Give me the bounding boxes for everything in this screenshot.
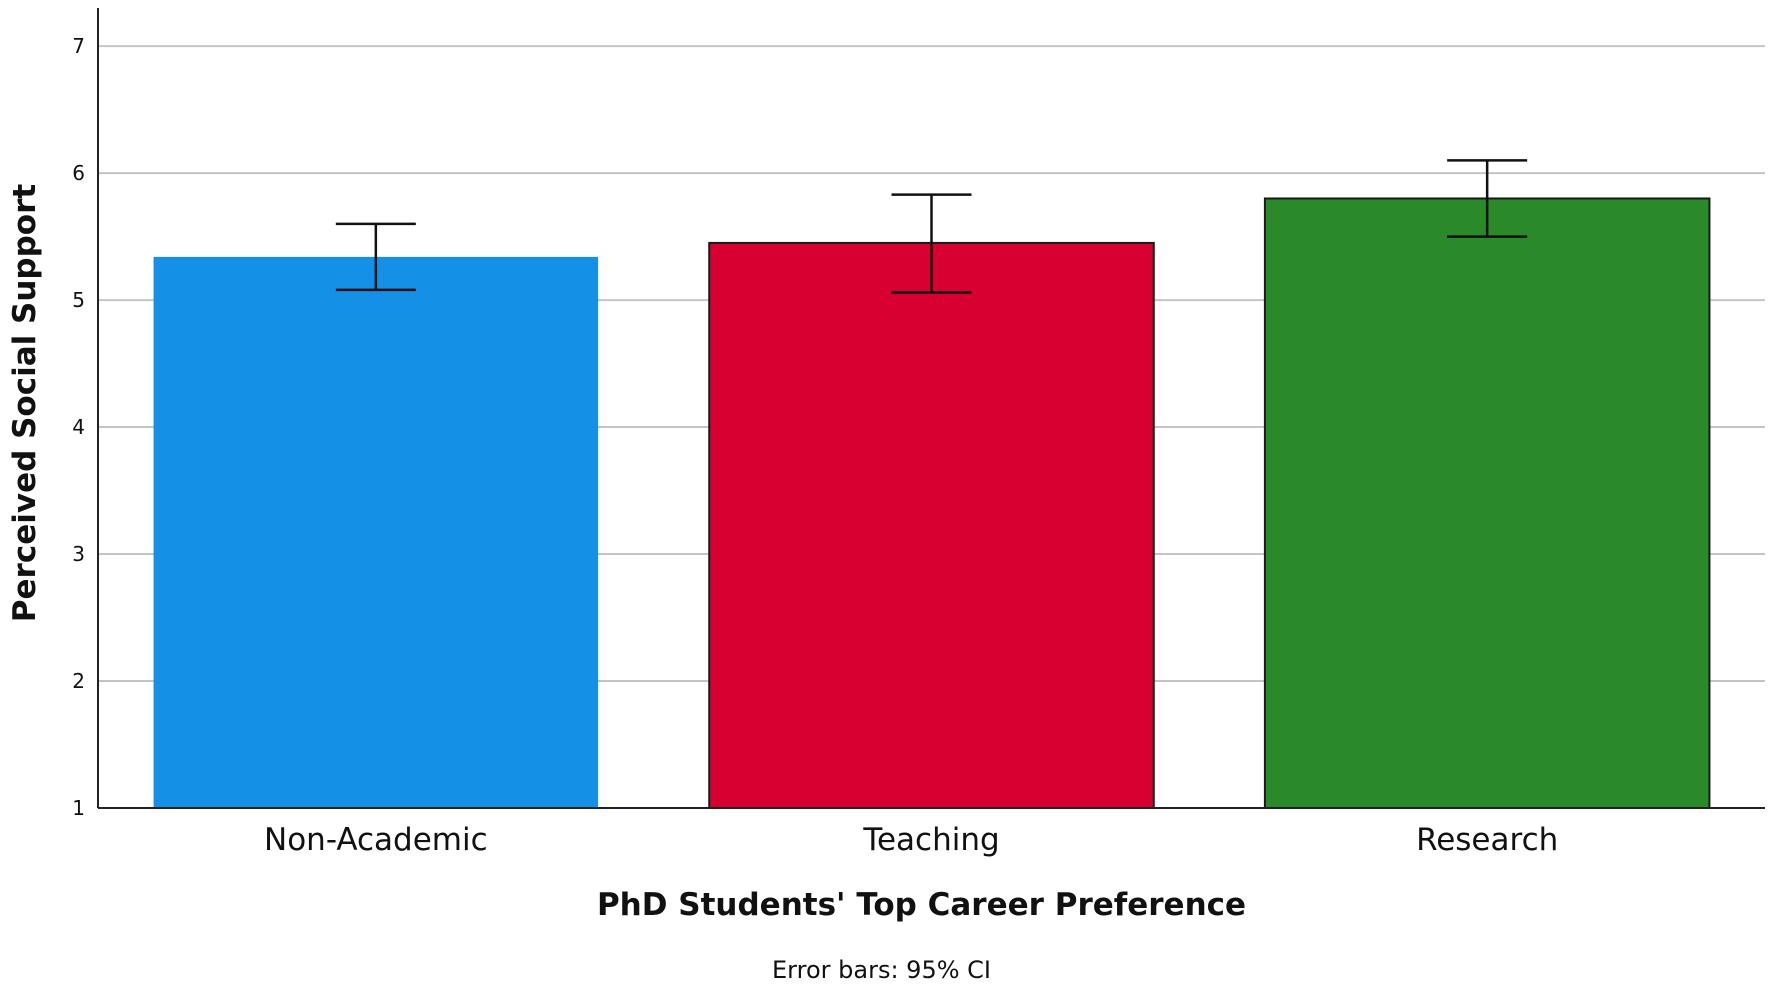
y-tick-label: 5 — [72, 288, 85, 312]
x-axis-title: PhD Students' Top Career Preference — [597, 887, 1246, 923]
y-tick-label: 7 — [72, 34, 85, 58]
bar-non-academic — [153, 256, 599, 808]
error-bar — [335, 222, 416, 292]
y-axis-title: Perceived Social Support — [7, 184, 43, 623]
error-bar-note: Error bars: 95% CI — [772, 956, 991, 984]
y-tick-labels: 1 2 3 4 5 6 7 — [72, 34, 85, 820]
bar-teaching — [708, 241, 1155, 809]
y-tick-label: 6 — [72, 161, 85, 185]
axes — [97, 8, 1765, 809]
y-tick-label: 3 — [72, 542, 85, 566]
x-category-label: Research — [1416, 822, 1558, 858]
y-tick-label: 2 — [72, 669, 85, 693]
x-category-labels: Non-Academic Teaching Research — [264, 822, 1558, 858]
error-bar — [1447, 159, 1528, 238]
y-tick-label: 4 — [72, 415, 85, 439]
x-category-label: Teaching — [862, 822, 999, 858]
bars — [153, 197, 1711, 809]
error-bars — [335, 159, 1528, 294]
bar-research — [1263, 197, 1711, 809]
y-tick-label: 1 — [72, 796, 85, 820]
x-category-label: Non-Academic — [264, 822, 488, 858]
error-bar — [891, 193, 972, 294]
